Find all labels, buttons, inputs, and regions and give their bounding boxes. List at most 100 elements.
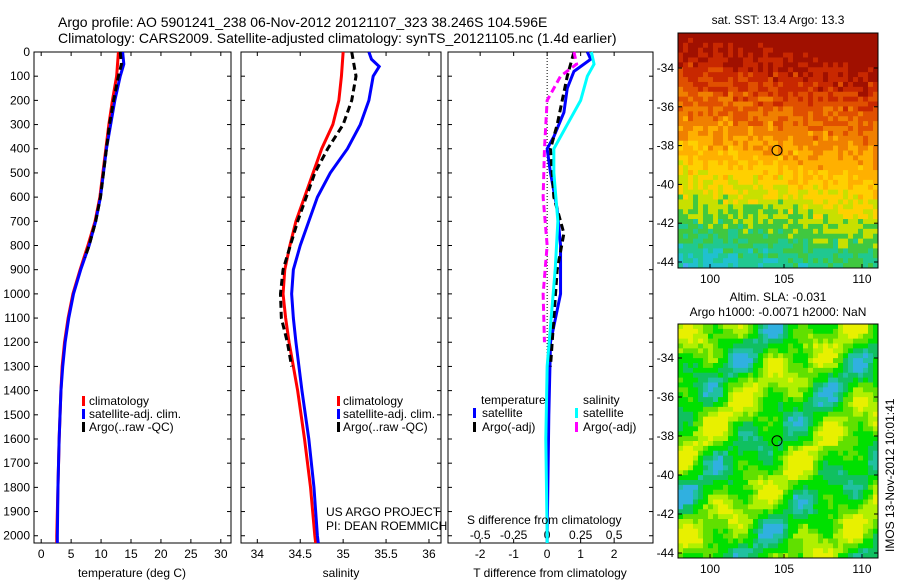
map-cell [818, 258, 824, 264]
map-cell [703, 382, 709, 388]
map-cell [803, 170, 809, 176]
map-cell [788, 253, 794, 259]
map-cell [823, 484, 829, 491]
map-cell [843, 416, 849, 422]
map-cell [848, 37, 854, 44]
map-cell [728, 253, 734, 259]
map-cell [868, 179, 874, 186]
map-cell [783, 179, 789, 186]
map-cell [713, 470, 719, 476]
map-cell [748, 509, 754, 515]
map-cell [863, 450, 869, 457]
map-cell [763, 333, 769, 340]
map-cell [758, 81, 764, 88]
map-cell [713, 130, 719, 137]
map-cell [848, 382, 854, 388]
map-cell [728, 179, 734, 186]
map-cell [773, 358, 779, 364]
map-cell [753, 140, 759, 147]
map-cell [793, 489, 799, 496]
map-cell [848, 324, 854, 330]
map-cell [798, 209, 804, 215]
map-cell [778, 209, 784, 215]
map-cell [813, 377, 819, 383]
map-cell [693, 145, 699, 151]
map-cell [828, 455, 834, 461]
map-cell [843, 62, 849, 68]
map-cell [698, 416, 704, 422]
map-cell [738, 77, 744, 83]
map-cell [788, 223, 794, 230]
map-cell [798, 509, 804, 515]
map-cell [783, 367, 789, 374]
map-cell [773, 416, 779, 422]
map-cell [703, 194, 709, 200]
map-cell [818, 411, 824, 418]
map-cell [733, 184, 739, 191]
map-cell [808, 223, 814, 230]
map-cell [808, 194, 814, 200]
map-cell [843, 126, 849, 132]
map-cell [688, 411, 694, 418]
map-cell [678, 367, 684, 374]
map-cell [853, 387, 859, 393]
map-cell [853, 57, 859, 63]
map-cell [868, 67, 874, 73]
map-cell [713, 101, 719, 107]
y-tick-label: 700 [10, 214, 30, 228]
map-cell [758, 538, 764, 544]
map-cell [703, 489, 709, 496]
map-cell [863, 86, 869, 93]
map-cell [868, 411, 874, 418]
map-cell [863, 324, 869, 330]
map-cell [868, 219, 874, 225]
map-cell [718, 47, 724, 54]
map-cell [683, 450, 689, 457]
map-cell [748, 101, 754, 107]
map-cell [753, 258, 759, 264]
map-cell [833, 553, 839, 559]
map-cell [693, 338, 699, 344]
map-cell [863, 372, 869, 379]
map-cell [748, 338, 754, 344]
map-cell [743, 47, 749, 54]
map-cell [733, 155, 739, 161]
map-cell [788, 494, 794, 500]
map-cell [858, 523, 864, 530]
map-cell [718, 324, 724, 330]
map-cell [728, 91, 734, 98]
map-cell [758, 150, 764, 156]
map-cell [688, 538, 694, 544]
map-cell [703, 392, 709, 398]
map-cell [698, 238, 704, 245]
map-cell [788, 52, 794, 58]
map-cell [858, 62, 864, 68]
map-cell [708, 499, 714, 505]
map-cell [773, 106, 779, 112]
map-cell [853, 263, 859, 269]
map-cell [683, 62, 689, 68]
map-cell [818, 528, 824, 535]
map-cell [758, 116, 764, 122]
map-cell [758, 397, 764, 403]
map-cell [738, 126, 744, 132]
map-cell [733, 194, 739, 200]
map-cell [688, 372, 694, 379]
map-cell [808, 333, 814, 340]
map-cell [843, 219, 849, 225]
map-cell [698, 543, 704, 549]
map-cell [788, 348, 794, 354]
map-cell [833, 238, 839, 245]
map-cell [733, 348, 739, 354]
map-cell [823, 528, 829, 535]
map-cell [858, 509, 864, 515]
map-cell [808, 140, 814, 147]
map-cell [813, 219, 819, 225]
map-cell [678, 116, 684, 122]
map-cell [843, 450, 849, 457]
map-cell [833, 47, 839, 54]
map-cell [793, 484, 799, 491]
map-cell [713, 248, 719, 254]
map-cell [868, 543, 874, 549]
map-cell [763, 494, 769, 500]
